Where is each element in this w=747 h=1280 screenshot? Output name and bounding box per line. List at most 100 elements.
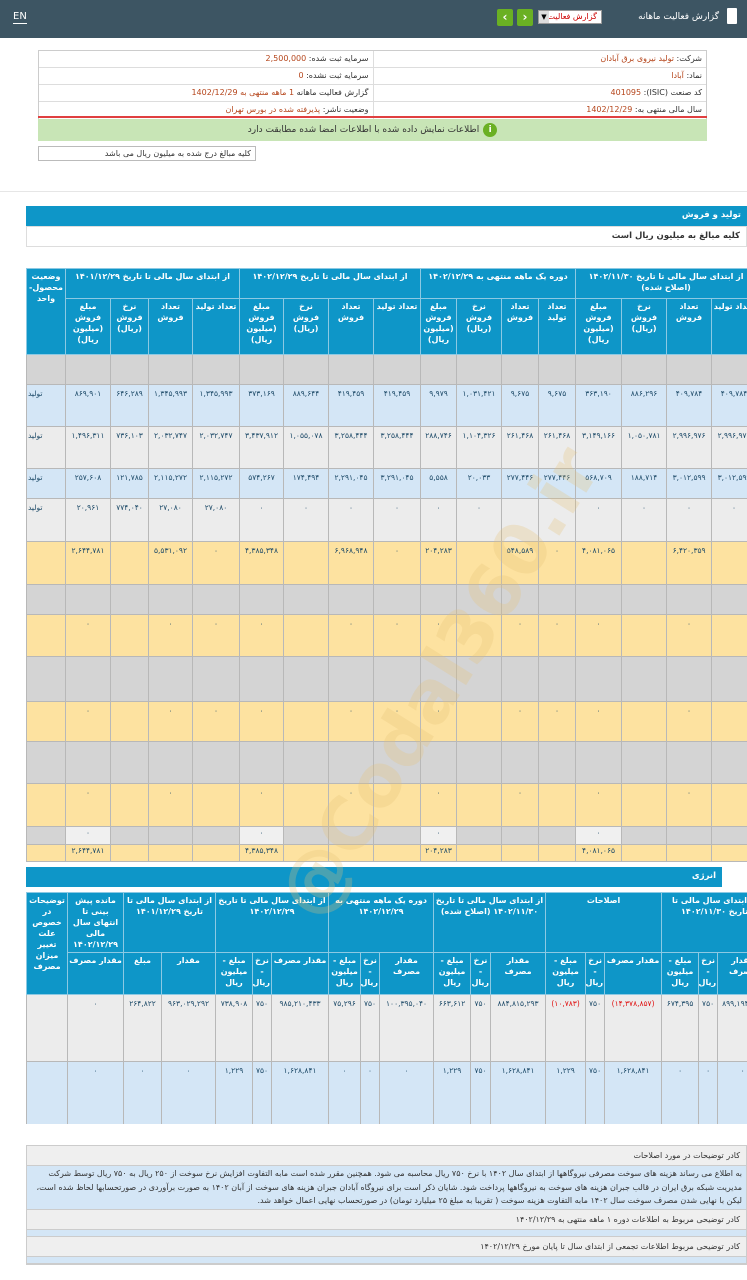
table-cell: ۴,۰۸۱,۰۶۵	[575, 844, 623, 862]
table-cell: ۰	[379, 1061, 435, 1124]
table-cell: ۹۸۵,۲۱۰,۴۳۳	[271, 994, 330, 1062]
table-cell: ۲۷,۰۸۰	[148, 498, 193, 542]
symbol-label: نماد:	[686, 71, 702, 80]
table-cell	[328, 656, 374, 702]
report-type-select[interactable]: ▼ گزارش فعالیت	[538, 10, 602, 24]
table-cell: ۰	[192, 614, 240, 657]
verified-text: اطلاعات نمایش داده شده با اطلاعات امضا ش…	[247, 125, 480, 135]
table-cell: ۸۸۴,۸۱۵,۲۹۳	[490, 994, 547, 1062]
prev-button[interactable]: ‹	[497, 9, 513, 26]
table-cell: ۷۳۸,۹۰۸	[214, 994, 254, 1062]
table-cell: ۷۳۶,۱۰۳	[110, 426, 149, 469]
table-cell: ۹,۶۷۵	[501, 384, 540, 427]
table-cell: ۵,۵۵۸	[419, 468, 458, 499]
table-row: ۰ ۰ ۰ ۰	[26, 826, 747, 845]
table-cell	[110, 614, 149, 657]
table-cell: ۰	[328, 701, 374, 742]
table-cell	[711, 826, 747, 845]
table-cell: ۰	[360, 1061, 381, 1124]
table-cell	[239, 741, 284, 784]
table-cell: ۱۲۱,۷۸۵	[110, 468, 149, 499]
table-cell: ۰	[575, 826, 623, 845]
status-cell	[26, 701, 66, 742]
column-group-header: از ابتدای سال مالی تا تاریخ ۱۴۰۱/۱۲/۲۹	[65, 268, 240, 299]
table-cell	[283, 701, 329, 742]
table-cell: ۴۱۹,۴۵۹	[373, 384, 421, 427]
table-cell: ۱۰۰,۳۹۵,۰۴۰	[379, 994, 435, 1062]
table-cell	[110, 584, 149, 615]
column-header: نرخ - ریال	[698, 952, 719, 995]
isic-label: کد صنعت (ISIC):	[643, 88, 702, 97]
table-cell: ۲۷,۰۸۰	[192, 498, 240, 542]
table-cell: ۱,۳۴۵,۹۹۳	[148, 384, 193, 427]
table-cell	[419, 354, 458, 385]
table-cell	[110, 844, 149, 862]
column-header: مقدار مصرف	[604, 952, 663, 995]
table-cell	[283, 656, 329, 702]
table-cell	[110, 783, 149, 827]
table-cell: ۸۹۹,۱۹۴,۱۵۰	[717, 994, 747, 1062]
table-cell	[538, 826, 577, 845]
table-cell	[419, 741, 458, 784]
table-cell	[192, 354, 240, 385]
column-group-header: دوره یک ماهه منتهی به ۱۴۰۲/۱۲/۲۹	[419, 268, 577, 299]
table-cell	[456, 584, 503, 615]
column-header: مبلغ فروش (میلیون ریال)	[239, 298, 284, 355]
top-bar: EN ‹ › ▼ گزارش فعالیت گزارش فعالیت ماهانه	[0, 0, 747, 38]
table-cell: ۲۵۷,۶۰۸	[65, 468, 111, 499]
table-cell: ۰	[717, 1061, 747, 1124]
table-cell: ۰	[148, 614, 193, 657]
table-cell	[538, 354, 577, 385]
table-cell: (۱۴,۳۷۸,۸۵۷)	[604, 994, 663, 1062]
table-cell	[501, 741, 540, 784]
table-cell: ۰	[148, 783, 193, 827]
column-header: نرخ - ریال	[252, 952, 273, 995]
table-cell: ۰	[419, 498, 458, 542]
table-cell: ۶۷۴,۳۹۵	[661, 994, 700, 1062]
production-table-wrapper[interactable]: از ابتدای سال مالی تا تاریخ ۱۴۰۲/۱۱/۳۰ (…	[26, 268, 747, 862]
energy-table-wrapper[interactable]: از ابتدای سال مالی تا تاریخ ۱۴۰۲/۱۱/۳۰اص…	[26, 892, 747, 1124]
language-toggle[interactable]: EN	[13, 11, 27, 24]
column-header: تعداد فروش	[148, 298, 193, 355]
table-cell: ۵,۵۳۱,۰۹۲	[148, 541, 193, 585]
table-cell	[501, 826, 540, 845]
table-cell	[711, 354, 747, 385]
next-button[interactable]: ›	[517, 9, 533, 26]
table-cell: ۳,۴۳۷,۹۱۲	[239, 426, 284, 469]
table-cell: ۰	[65, 783, 111, 827]
column-header: نرخ - ریال	[470, 952, 492, 995]
column-header: مبلغ - میلیون ریال	[661, 952, 700, 995]
table-cell: ۰	[239, 614, 284, 657]
table-cell: ۹,۹۷۹	[419, 384, 458, 427]
column-header: مقدار مصرف	[67, 952, 124, 995]
report-label: گزارش فعالیت ماهانه	[296, 88, 369, 97]
table-cell	[110, 354, 149, 385]
table-cell: ۳,۲۹۱,۰۴۵	[373, 468, 421, 499]
column-header: مقدار مصرف	[717, 952, 747, 995]
table-cell	[456, 656, 503, 702]
table-cell: ۷۵۰	[470, 1061, 492, 1124]
table-cell: ۴۱۹,۴۵۹	[328, 384, 374, 427]
table-cell: ۱,۴۹۶,۳۱۱	[65, 426, 111, 469]
table-cell: ۰	[239, 701, 284, 742]
table-cell	[283, 741, 329, 784]
table-cell: ۲,۰۳۲,۷۴۷	[148, 426, 193, 469]
table-cell: ۰	[192, 701, 240, 742]
table-cell: ۶,۴۲۰,۳۵۹	[666, 541, 713, 585]
corrections-text: به اطلاع می رساند هزینه های سوخت مصرفی ن…	[27, 1166, 746, 1210]
column-group-header: مانده پیش بینی تا انتهای سال مالی ۱۴۰۲/۱…	[67, 892, 124, 953]
table-cell: ۲۰,۰۳۳	[456, 468, 503, 499]
table-cell: ۲,۱۱۵,۲۷۲	[192, 468, 240, 499]
table-cell	[110, 741, 149, 784]
column-header: تعداد تولید	[192, 298, 240, 355]
table-cell: ۵۴۸,۵۸۹	[501, 541, 540, 585]
table-cell: ۷۷۴,۰۴۰	[110, 498, 149, 542]
table-cell: ۰	[575, 783, 623, 827]
unreg-capital-label: سرمایه ثبت نشده:	[306, 71, 369, 80]
table-cell	[283, 826, 329, 845]
table-cell: ۲,۹۹۶,۹۷۶	[666, 426, 713, 469]
table-cell	[711, 656, 747, 702]
table-cell	[328, 741, 374, 784]
table-row: ۴,۰۸۱,۰۶۵ ۲۰۴,۲۸۳ ۴,۳۸۵,۳۴۸ ۲,۶۴۴,۷۸۱	[26, 844, 747, 862]
